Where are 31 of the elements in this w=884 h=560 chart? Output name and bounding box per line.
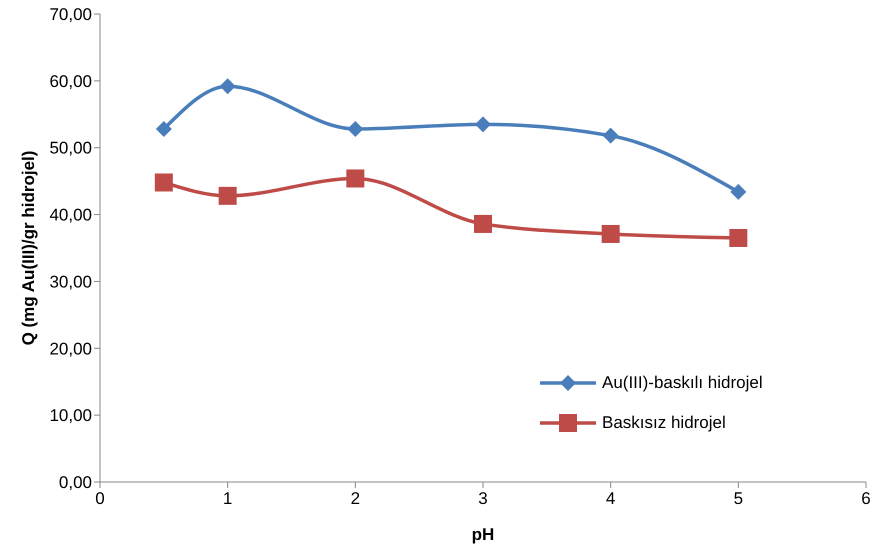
point: [602, 128, 619, 144]
y-tick-label: 20,00: [49, 339, 92, 358]
x-tick-label: 5: [734, 489, 744, 508]
y-tick-label: 40,00: [49, 206, 92, 225]
x-tick-label: 2: [350, 489, 360, 508]
y-tick-label: 60,00: [49, 72, 92, 91]
legend-label: Baskısız hidrojel: [602, 413, 726, 433]
x-tick-label: 3: [478, 489, 488, 508]
y-tick-label: 0,00: [58, 473, 92, 492]
point: [729, 228, 748, 247]
point: [220, 78, 236, 94]
point: [218, 186, 237, 205]
legend-label: Au(III)-baskılı hidrojel: [602, 373, 763, 393]
y-tick-label: 50,00: [49, 138, 92, 158]
x-tick-label: 4: [606, 489, 616, 508]
point: [346, 169, 364, 188]
x-axis-title: pH: [472, 525, 494, 544]
point: [347, 120, 364, 137]
point: [475, 116, 491, 132]
y-tick-label: 10,00: [49, 406, 92, 426]
point: [602, 224, 620, 243]
x-tick-label: 6: [861, 489, 871, 508]
point: [156, 120, 172, 137]
y-axis-title: Q (mg Au(III)/gr hidrojel): [19, 150, 38, 346]
y-tick-label: 70,00: [49, 5, 92, 24]
point: [730, 184, 746, 200]
point: [154, 173, 173, 192]
x-tick-label: 1: [222, 489, 232, 508]
point: [474, 214, 492, 233]
x-tick-label: 0: [95, 489, 105, 508]
y-tick-label: 30,00: [49, 272, 92, 292]
